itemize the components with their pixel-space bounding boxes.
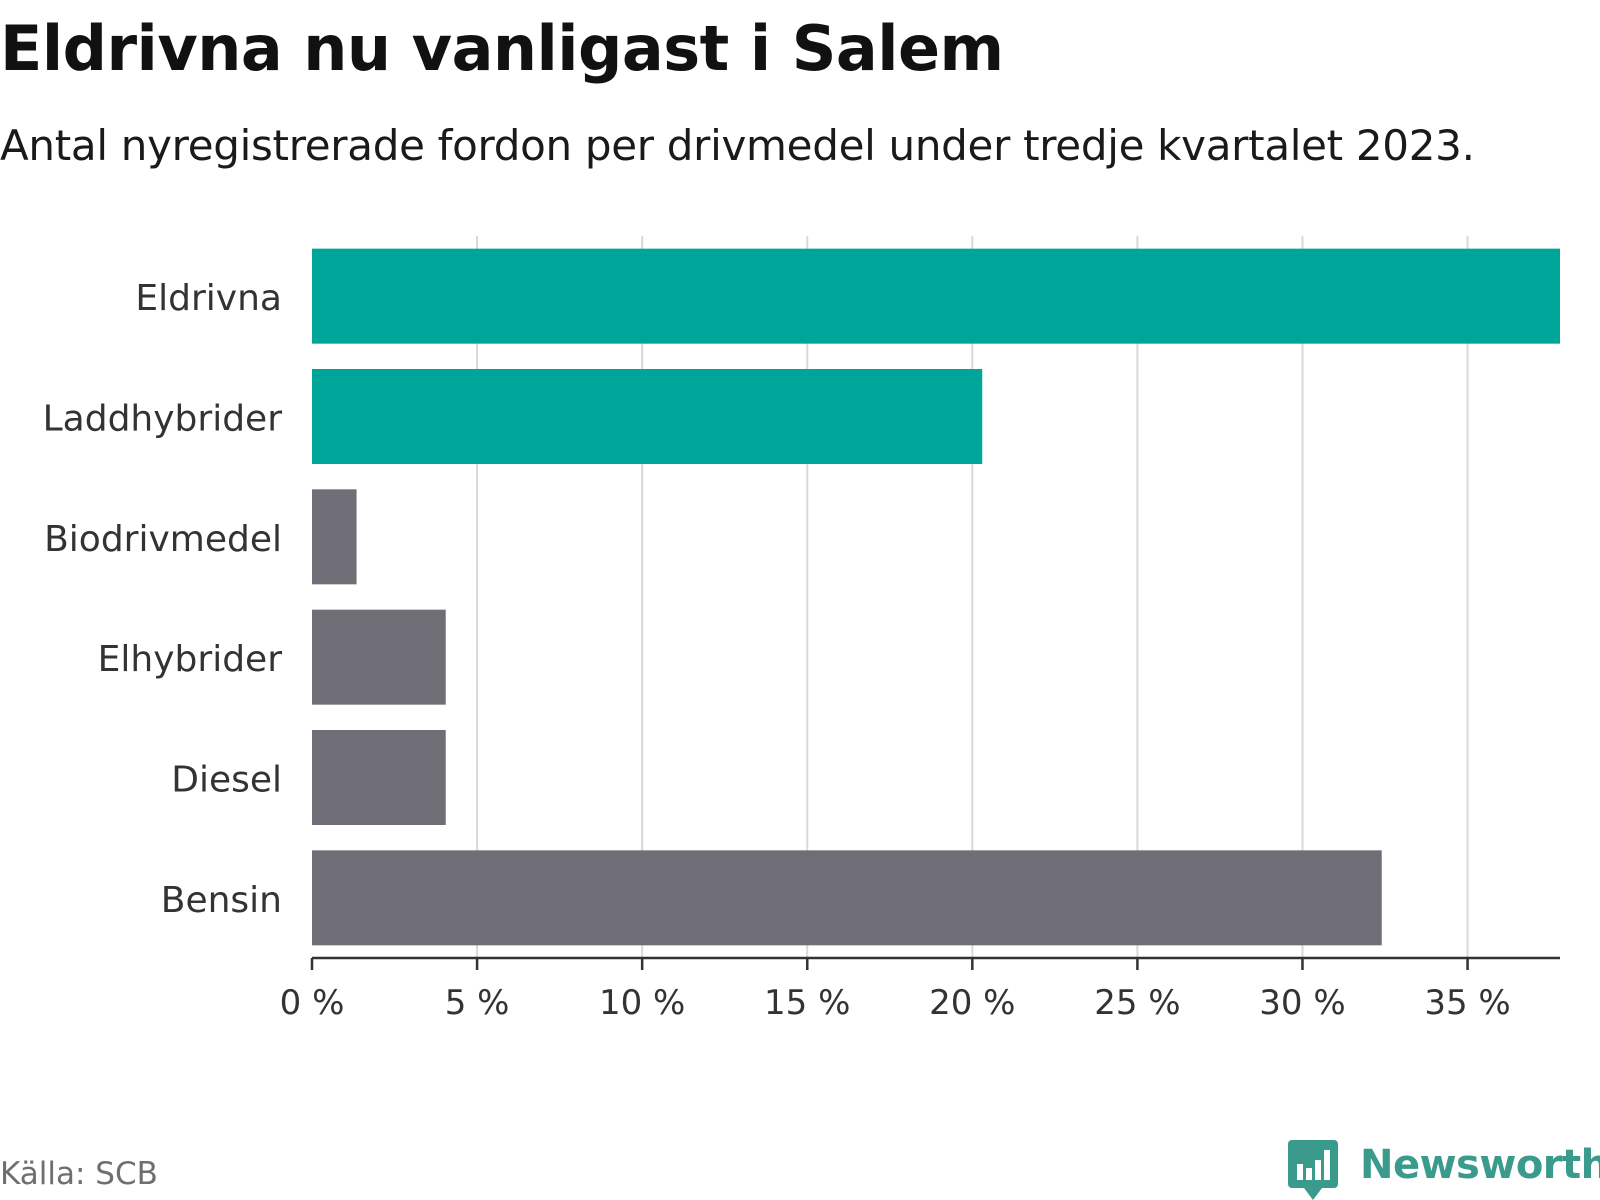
category-labels: Eldrivna Laddhybrider Biodrivmedel Elhybrid… [43, 278, 283, 921]
category-label: Laddhybrider [43, 399, 283, 440]
source-note: Källa: SCB [0, 1156, 158, 1192]
category-label: Eldrivna [135, 278, 282, 319]
newsworthy-logo-icon [1288, 1140, 1338, 1200]
x-tick-label: 20 % [929, 983, 1015, 1023]
x-tick-label: 0 % [280, 983, 345, 1023]
bar [312, 730, 446, 825]
x-tick-label: 5 % [445, 983, 510, 1023]
category-label: Bensin [161, 880, 282, 921]
bar [312, 489, 357, 585]
category-label: Biodrivmedel [44, 519, 282, 560]
bar [312, 850, 1382, 946]
x-tick-label: 30 % [1259, 983, 1345, 1023]
gridlines [476, 236, 1469, 958]
bar [312, 369, 983, 464]
x-tick-label: 35 % [1424, 983, 1510, 1023]
x-tick-label: 15 % [764, 983, 850, 1023]
chart-subtitle: Antal nyregistrerade fordon per drivmede… [0, 121, 1475, 170]
bar [312, 248, 1560, 344]
category-label: Elhybrider [98, 639, 283, 680]
chart-title: Eldrivna nu vanligast i Salem [0, 12, 1004, 85]
category-label: Diesel [171, 760, 282, 801]
newsworthy-logo: Newsworthy [1288, 1138, 1600, 1200]
x-tick-label: 25 % [1094, 983, 1180, 1023]
bar [312, 609, 446, 705]
x-tick-label: 10 % [599, 983, 685, 1023]
logo-text: Newsworthy [1360, 1142, 1600, 1188]
x-axis: 0 % 5 % 10 % 15 % 20 % 25 % 30 % 35 % [280, 956, 1560, 1023]
bars [312, 248, 1560, 946]
